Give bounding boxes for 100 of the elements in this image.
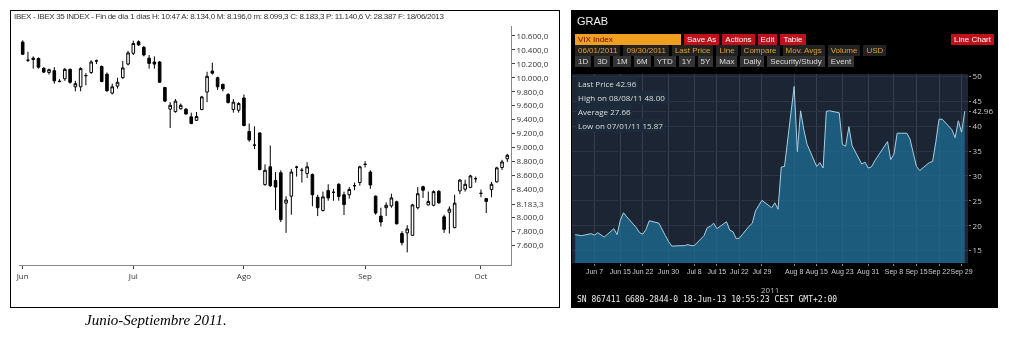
text: 3D: [594, 56, 611, 67]
text: Event: [827, 56, 855, 67]
candlestick: [73, 80, 78, 92]
text: Line: [716, 45, 738, 56]
candlestick: [426, 191, 431, 206]
y-tick-label: 10.400,0: [516, 43, 549, 55]
y-tick-label: 15: [972, 244, 983, 256]
candlestick: [505, 153, 510, 163]
text: Compare: [740, 45, 780, 56]
x-tick-label: Oct: [474, 269, 488, 281]
y-tick-label: 8.600,0: [516, 169, 545, 181]
text: 06/01/2011: [575, 45, 621, 56]
text: 1Y: [678, 56, 695, 67]
y-tick-label: 10.600,0: [516, 29, 549, 41]
y-tick-label: 30: [972, 169, 983, 181]
y-tick-label: 9.200,0: [516, 127, 545, 139]
y-tick-label: 8.000,0: [516, 211, 545, 223]
text: 1M: [613, 56, 631, 67]
y-tick-label: 7.800,0: [516, 225, 545, 237]
text: Edit: [757, 34, 778, 45]
candlestick: [194, 111, 199, 122]
chart-title: VIX Index: [575, 34, 681, 45]
x-tick-label: Sep: [358, 269, 373, 281]
text: Mov. Avgs: [782, 45, 825, 56]
text: Table: [780, 34, 806, 45]
annotation: Average 27.66: [578, 106, 631, 117]
y-tick-label: 25: [972, 194, 983, 206]
text: 5Y: [697, 56, 714, 67]
text: Junio-Septiembre 2011.: [85, 312, 227, 329]
y-tick-label: 42.96: [972, 105, 994, 117]
y-tick-label: 10.000,0: [516, 71, 549, 83]
y-tick-label: 9.600,0: [516, 99, 545, 111]
candlestick: [358, 165, 362, 187]
text: Max: [716, 56, 738, 67]
text: SN 867411 G680-2844-0 18-Jun-13 10:55:23 CEST GMT+2:00: [576, 294, 839, 306]
y-tick-label: 8.183,3: [516, 198, 545, 210]
annotation: Low on 07/01/11 15.87: [578, 120, 664, 131]
candlestick: [84, 72, 88, 86]
annotation: Last Price 42.96: [578, 78, 637, 89]
text: 1D: [575, 56, 592, 67]
candlestick: [205, 71, 209, 103]
candlestick: [484, 197, 489, 214]
candlestick: [373, 194, 378, 216]
candlestick: [115, 77, 120, 90]
text: YTD: [653, 56, 676, 67]
candlestick: [421, 185, 425, 199]
candlestick: [168, 101, 172, 129]
x-tick-label: Jul: [127, 269, 138, 281]
y-tick-label: 10.200,0: [516, 57, 549, 69]
candlestick: [294, 165, 299, 178]
candlestick: [415, 186, 420, 210]
y-tick-label: 35: [972, 144, 983, 156]
candlestick: [447, 205, 452, 235]
text: Volume: [827, 45, 861, 56]
y-tick-label: 8.400,0: [516, 183, 545, 195]
y-tick-label: 9.000,0: [516, 141, 545, 153]
candlestick: [452, 194, 457, 229]
text: GRAB: [576, 14, 610, 29]
y-tick-label: 45: [972, 95, 983, 107]
candlestick: [89, 59, 93, 75]
text: 2011: [761, 284, 780, 295]
x-tick-label: Jun: [15, 269, 29, 281]
y-tick-label: 9.400,0: [516, 113, 545, 125]
candlestick: [331, 188, 336, 202]
x-tick-label: Ago: [236, 269, 252, 281]
text: USD: [863, 45, 887, 56]
candlestick: [363, 160, 367, 169]
candlestick: [78, 66, 83, 92]
candlestick: [136, 39, 141, 47]
y-tick-label: 20: [972, 219, 983, 231]
candlestick: [300, 167, 304, 184]
text: 6M: [633, 56, 651, 67]
candlestick: [442, 214, 446, 234]
text: Daily: [740, 56, 765, 67]
y-tick-label: 40: [972, 120, 983, 132]
text: Security/Study: [767, 56, 825, 67]
candlestick: [142, 45, 146, 57]
candlestick: [189, 112, 194, 125]
text: Save As: [684, 34, 720, 45]
candlestick: [184, 107, 188, 115]
candlestick: [273, 171, 278, 211]
candlestick: [310, 172, 315, 207]
candlestick: [178, 103, 183, 111]
candlestick: [120, 60, 125, 80]
candlestick: [157, 60, 162, 84]
candlestick: [20, 39, 25, 56]
chart-title: IBEX - IBEX 35 INDEX - Fin de día 1 días H: 10:47 A: 8.134,0 M: 8.196,0 m: 8.099,3 C: 8.183,3 P: 11.140,6 V: 28.387 F: 18/06/2013: [13, 11, 445, 22]
candlestick: [289, 168, 294, 216]
text: 09/30/2011: [623, 45, 669, 56]
y-tick-label: 9.800,0: [516, 85, 545, 97]
y-tick-label: 50: [972, 70, 983, 82]
y-tick-label: 8.800,0: [516, 155, 545, 167]
text: Actions: [722, 34, 755, 45]
y-tick-label: 7.600,0: [516, 239, 545, 251]
text: Line Chart: [951, 34, 994, 45]
candlestick: [394, 200, 399, 225]
candlestick: [379, 207, 383, 228]
candlestick: [489, 181, 494, 198]
candlestick: [200, 95, 204, 111]
annotation: High on 08/08/11 48.00: [578, 92, 666, 103]
